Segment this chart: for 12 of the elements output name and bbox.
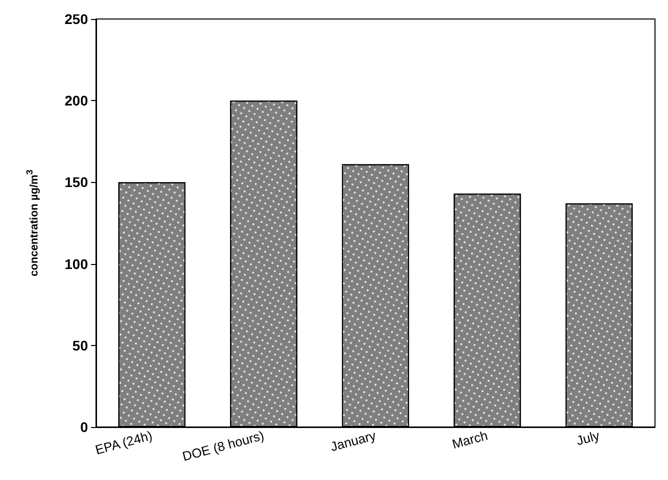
x-tick-label: January — [328, 428, 378, 454]
y-axis-title: concentration µg/m3 — [24, 170, 40, 276]
x-tick-label: March — [450, 428, 490, 452]
y-tick-label: 150 — [64, 174, 88, 190]
x-tick-label: DOE (8 hours) — [180, 428, 266, 464]
x-tick-label: EPA (24h) — [94, 428, 154, 458]
y-tick-label: 100 — [64, 256, 88, 272]
x-tick-label: July — [574, 428, 602, 448]
y-tick-label: 0 — [80, 419, 88, 435]
y-tick-label: 250 — [64, 11, 88, 27]
y-tick-label: 50 — [72, 337, 88, 354]
y-tick-label: 200 — [64, 92, 88, 109]
